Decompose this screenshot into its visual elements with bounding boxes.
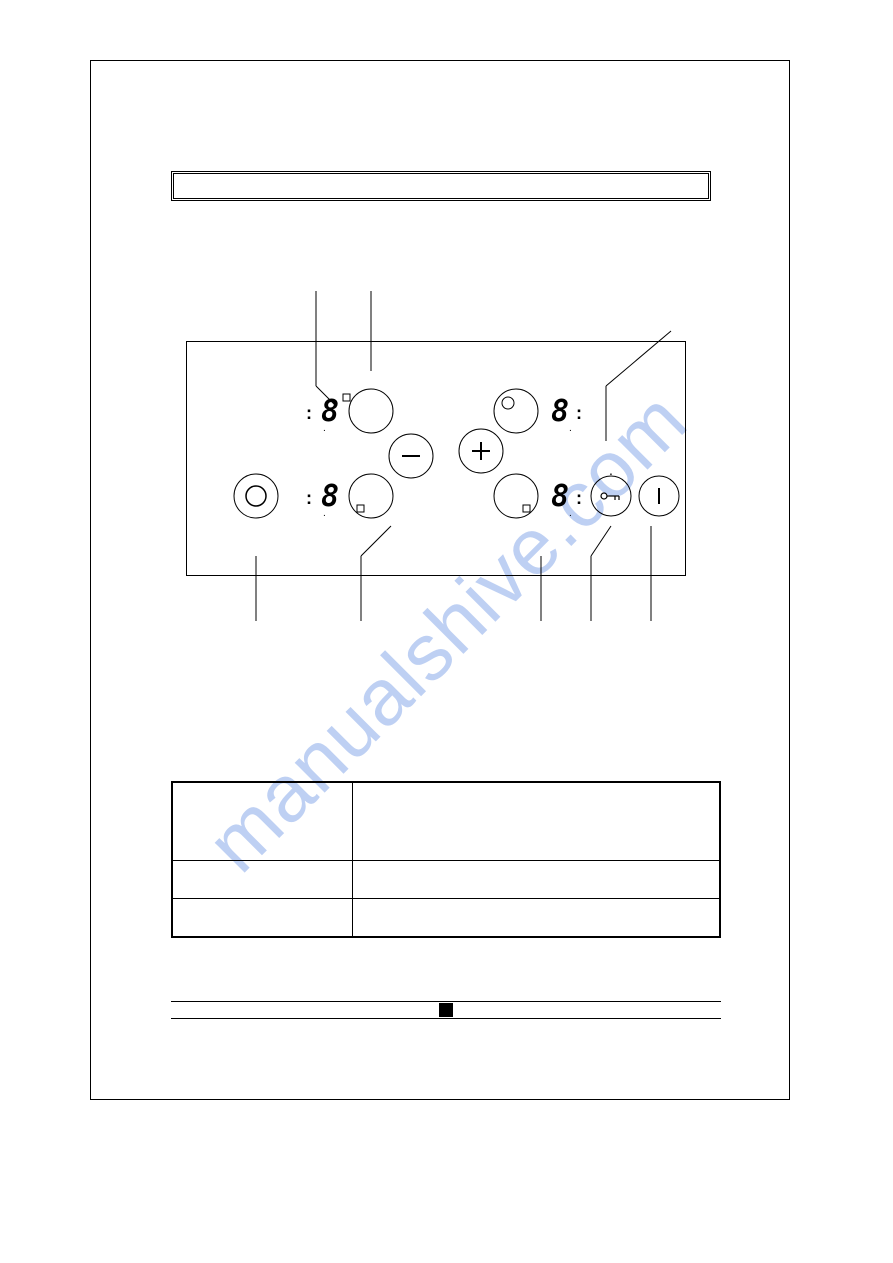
svg-text::: :	[576, 403, 582, 423]
control-panel-diagram: 8 : . 8 : . 8 : .	[161, 291, 721, 651]
table-row	[173, 899, 720, 937]
svg-text::: :	[576, 488, 582, 508]
table-cell	[353, 899, 720, 937]
display-top-right: 8	[551, 394, 569, 429]
table-row	[173, 783, 720, 861]
display-bot-right: 8	[551, 479, 569, 514]
table-cell	[173, 783, 353, 861]
table-cell	[173, 899, 353, 937]
svg-text:.: .	[569, 423, 572, 434]
table-cell	[353, 783, 720, 861]
footer-bar	[171, 1001, 721, 1019]
spec-table	[171, 781, 721, 938]
svg-text:.: .	[323, 423, 326, 434]
svg-text::: :	[306, 403, 312, 423]
table-cell	[173, 861, 353, 899]
table-row	[173, 861, 720, 899]
svg-text:.: .	[323, 508, 326, 519]
title-banner	[171, 171, 711, 201]
svg-text:.: .	[609, 462, 613, 478]
table-cell	[353, 861, 720, 899]
page-outer-frame: 8 : . 8 : . 8 : .	[90, 60, 790, 1100]
timer-button	[234, 474, 278, 518]
page-content: 8 : . 8 : . 8 : .	[91, 61, 789, 1099]
svg-text::: :	[306, 488, 312, 508]
page-marker-icon	[439, 1003, 453, 1017]
svg-text:.: .	[569, 508, 572, 519]
